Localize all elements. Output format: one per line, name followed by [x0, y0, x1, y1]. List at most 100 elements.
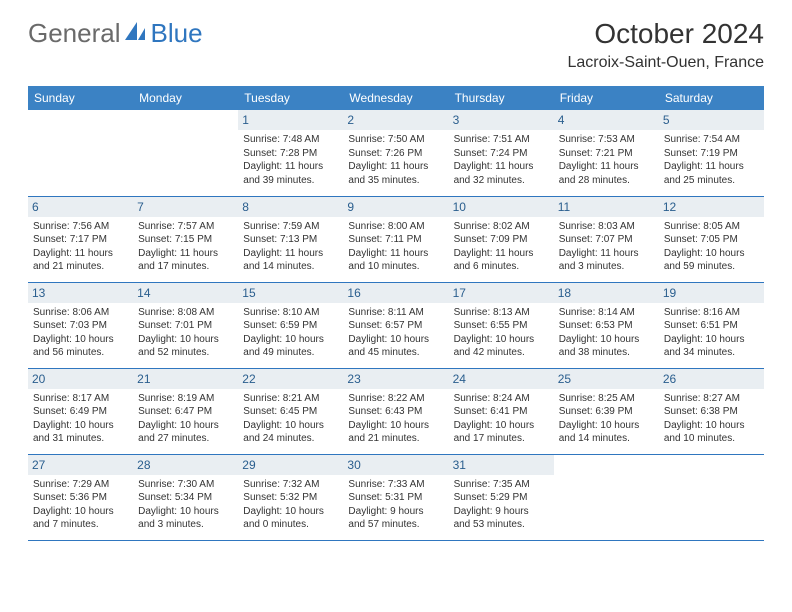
sunrise-text: Sunrise: 8:00 AM: [348, 220, 443, 234]
day-number: 4: [554, 110, 659, 130]
sunrise-text: Sunrise: 7:33 AM: [348, 478, 443, 492]
sunrise-text: Sunrise: 7:59 AM: [243, 220, 338, 234]
calendar-day: 15Sunrise: 8:10 AMSunset: 6:59 PMDayligh…: [238, 282, 343, 368]
calendar-day: 26Sunrise: 8:27 AMSunset: 6:38 PMDayligh…: [659, 368, 764, 454]
calendar-day: 21Sunrise: 8:19 AMSunset: 6:47 PMDayligh…: [133, 368, 238, 454]
day-number: 22: [238, 369, 343, 389]
sunset-text: Sunset: 6:41 PM: [454, 405, 549, 419]
sunset-text: Sunset: 7:09 PM: [454, 233, 549, 247]
sunrise-text: Sunrise: 8:25 AM: [559, 392, 654, 406]
sunset-text: Sunset: 7:07 PM: [559, 233, 654, 247]
daylight-text: Daylight: 11 hours: [454, 247, 549, 261]
calendar-day: 28Sunrise: 7:30 AMSunset: 5:34 PMDayligh…: [133, 454, 238, 540]
day-number: 17: [449, 283, 554, 303]
daylight-text: and 53 minutes.: [454, 518, 549, 532]
calendar-day: 12Sunrise: 8:05 AMSunset: 7:05 PMDayligh…: [659, 196, 764, 282]
daylight-text: and 3 minutes.: [559, 260, 654, 274]
daylight-text: Daylight: 10 hours: [243, 505, 338, 519]
calendar-empty: [554, 454, 659, 540]
sunrise-text: Sunrise: 8:11 AM: [348, 306, 443, 320]
sunrise-text: Sunrise: 8:24 AM: [454, 392, 549, 406]
calendar-day: 9Sunrise: 8:00 AMSunset: 7:11 PMDaylight…: [343, 196, 448, 282]
daylight-text: and 0 minutes.: [243, 518, 338, 532]
sunset-text: Sunset: 7:24 PM: [454, 147, 549, 161]
daylight-text: and 24 minutes.: [243, 432, 338, 446]
daylight-text: Daylight: 10 hours: [454, 419, 549, 433]
sunrise-text: Sunrise: 7:54 AM: [664, 133, 759, 147]
daylight-text: and 6 minutes.: [454, 260, 549, 274]
calendar-day: 29Sunrise: 7:32 AMSunset: 5:32 PMDayligh…: [238, 454, 343, 540]
daylight-text: Daylight: 11 hours: [559, 160, 654, 174]
day-number: 15: [238, 283, 343, 303]
daylight-text: and 27 minutes.: [138, 432, 233, 446]
sunrise-text: Sunrise: 8:08 AM: [138, 306, 233, 320]
month-title: October 2024: [567, 18, 764, 50]
calendar-empty: [28, 110, 133, 196]
daylight-text: Daylight: 11 hours: [454, 160, 549, 174]
sunset-text: Sunset: 6:51 PM: [664, 319, 759, 333]
daylight-text: Daylight: 11 hours: [348, 247, 443, 261]
sunrise-text: Sunrise: 7:29 AM: [33, 478, 128, 492]
sunrise-text: Sunrise: 8:16 AM: [664, 306, 759, 320]
calendar-day: 20Sunrise: 8:17 AMSunset: 6:49 PMDayligh…: [28, 368, 133, 454]
daylight-text: and 21 minutes.: [33, 260, 128, 274]
daylight-text: and 59 minutes.: [664, 260, 759, 274]
sunset-text: Sunset: 7:01 PM: [138, 319, 233, 333]
calendar-empty: [659, 454, 764, 540]
calendar-day: 18Sunrise: 8:14 AMSunset: 6:53 PMDayligh…: [554, 282, 659, 368]
daylight-text: and 3 minutes.: [138, 518, 233, 532]
sunrise-text: Sunrise: 8:17 AM: [33, 392, 128, 406]
day-number: 3: [449, 110, 554, 130]
sunset-text: Sunset: 6:39 PM: [559, 405, 654, 419]
sunset-text: Sunset: 7:28 PM: [243, 147, 338, 161]
daylight-text: and 34 minutes.: [664, 346, 759, 360]
day-number: 5: [659, 110, 764, 130]
sunset-text: Sunset: 7:19 PM: [664, 147, 759, 161]
logo-text-blue: Blue: [151, 18, 203, 49]
weekday-header: Tuesday: [238, 86, 343, 110]
daylight-text: Daylight: 11 hours: [33, 247, 128, 261]
day-number: 31: [449, 455, 554, 475]
daylight-text: Daylight: 11 hours: [664, 160, 759, 174]
daylight-text: Daylight: 11 hours: [559, 247, 654, 261]
sunset-text: Sunset: 6:47 PM: [138, 405, 233, 419]
daylight-text: Daylight: 11 hours: [348, 160, 443, 174]
daylight-text: and 42 minutes.: [454, 346, 549, 360]
day-number: 25: [554, 369, 659, 389]
sunset-text: Sunset: 6:59 PM: [243, 319, 338, 333]
daylight-text: Daylight: 10 hours: [243, 419, 338, 433]
daylight-text: and 32 minutes.: [454, 174, 549, 188]
daylight-text: and 21 minutes.: [348, 432, 443, 446]
sunset-text: Sunset: 6:49 PM: [33, 405, 128, 419]
sunrise-text: Sunrise: 8:14 AM: [559, 306, 654, 320]
daylight-text: and 28 minutes.: [559, 174, 654, 188]
sunset-text: Sunset: 6:53 PM: [559, 319, 654, 333]
daylight-text: Daylight: 9 hours: [454, 505, 549, 519]
calendar-day: 19Sunrise: 8:16 AMSunset: 6:51 PMDayligh…: [659, 282, 764, 368]
sunrise-text: Sunrise: 8:19 AM: [138, 392, 233, 406]
sunset-text: Sunset: 7:03 PM: [33, 319, 128, 333]
calendar-head: SundayMondayTuesdayWednesdayThursdayFrid…: [28, 86, 764, 110]
sunrise-text: Sunrise: 7:48 AM: [243, 133, 338, 147]
daylight-text: Daylight: 10 hours: [559, 333, 654, 347]
daylight-text: and 49 minutes.: [243, 346, 338, 360]
daylight-text: and 52 minutes.: [138, 346, 233, 360]
day-number: 2: [343, 110, 448, 130]
calendar-day: 3 Sunrise: 7:51 AMSunset: 7:24 PMDaylight…: [449, 110, 554, 196]
sunset-text: Sunset: 6:57 PM: [348, 319, 443, 333]
calendar-empty: [133, 110, 238, 196]
sunrise-text: Sunrise: 7:35 AM: [454, 478, 549, 492]
daylight-text: Daylight: 10 hours: [664, 247, 759, 261]
day-number: 20: [28, 369, 133, 389]
calendar-week: 27Sunrise: 7:29 AMSunset: 5:36 PMDayligh…: [28, 454, 764, 540]
daylight-text: and 39 minutes.: [243, 174, 338, 188]
sunset-text: Sunset: 5:36 PM: [33, 491, 128, 505]
day-number: 11: [554, 197, 659, 217]
day-number: 23: [343, 369, 448, 389]
daylight-text: and 14 minutes.: [559, 432, 654, 446]
sunset-text: Sunset: 7:15 PM: [138, 233, 233, 247]
sunrise-text: Sunrise: 7:51 AM: [454, 133, 549, 147]
sunset-text: Sunset: 7:17 PM: [33, 233, 128, 247]
sunset-text: Sunset: 5:31 PM: [348, 491, 443, 505]
day-number: 30: [343, 455, 448, 475]
